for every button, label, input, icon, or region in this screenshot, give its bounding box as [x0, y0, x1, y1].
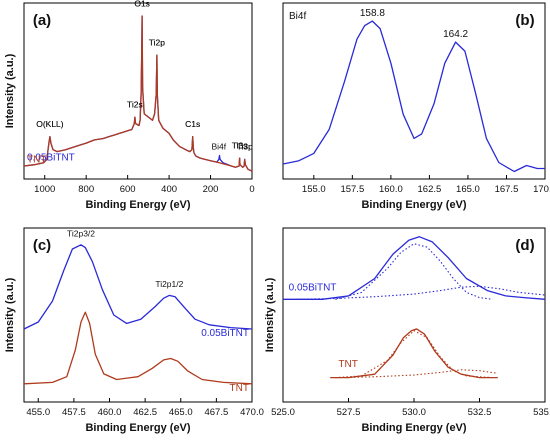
series-label: TNT: [27, 155, 46, 166]
panel-label: (c): [33, 237, 51, 254]
x-tick-label: 800: [78, 184, 94, 195]
series-label: 0.05BiTNT: [201, 328, 249, 339]
x-tick-label: 527.5: [337, 407, 361, 418]
x-axis-label: Binding Energy (eV): [85, 422, 190, 434]
x-tick-label: 1000: [34, 184, 55, 195]
x-tick-label: 530.0: [402, 407, 426, 418]
series-label: TNT: [338, 359, 357, 370]
x-tick-label: 400: [161, 184, 177, 195]
x-tick-label: 460.0: [98, 407, 122, 418]
series-line-0: [23, 244, 253, 330]
x-tick-label: 470.0: [240, 407, 264, 418]
x-tick-label: 167.5: [495, 184, 519, 195]
peak-annotation: Ti2s: [127, 99, 143, 109]
x-tick-label: 532.5: [468, 407, 492, 418]
series-line-0: [283, 236, 546, 300]
x-tick-label: 165.0: [456, 184, 480, 195]
plot-frame: [282, 227, 546, 403]
peak-annotation: Ti3p: [237, 142, 253, 152]
plot-frame: [282, 2, 546, 180]
x-tick-label: 535.0: [533, 407, 550, 418]
panel-c: 455.0 457.5 460.0 462.5 465.0 467.5 470.0 Bindi…: [4, 227, 264, 434]
peak-annotation: O(KLL): [36, 119, 64, 129]
x-tick-label: 162.5: [418, 184, 442, 195]
peak-annotation: Ti2p: [149, 37, 165, 47]
y-axis-label: Intensity (a.u.): [264, 277, 276, 352]
panel-label: (a): [33, 12, 51, 29]
x-tick-label: 600: [120, 184, 136, 195]
peak-annotation: Ti3s: [232, 140, 248, 150]
peak-annotation: Ti3s: [232, 140, 248, 150]
series-label: 0.05BiTNT: [289, 283, 337, 294]
x-tick-label: 462.5: [133, 407, 157, 418]
peak-annotation: Ti2p1/2: [155, 279, 183, 289]
panel-label: (b): [515, 12, 534, 29]
fit-curve-2: [335, 330, 493, 379]
peak-value-label: 158.8: [360, 8, 385, 19]
fit-curve-3: [335, 369, 498, 379]
x-axis-label: Binding Energy (eV): [361, 199, 466, 211]
peak-annotation: Ti2p: [149, 37, 165, 47]
x-tick-label: 155.0: [302, 184, 326, 195]
x-tick-label: 157.5: [340, 184, 364, 195]
panel-b: 155.0 157.5 160.0 162.5 165.0 167.5 170.0 Bindi…: [282, 2, 550, 211]
x-tick-label: 0: [249, 184, 254, 195]
fit-curve-0: [335, 243, 493, 300]
peak-annotation: O1s: [134, 0, 150, 8]
series-line-1: [23, 311, 253, 385]
x-tick-label: 455.0: [26, 407, 50, 418]
panel-d: 525.0 527.5 530.0 532.5 535.0 Binding Energy …: [264, 227, 550, 434]
series-label: TNT: [230, 383, 249, 394]
x-tick-label: 467.5: [204, 407, 228, 418]
peak-annotation: Ti2p3/2: [67, 228, 95, 238]
x-tick-label: 465.0: [169, 407, 193, 418]
panel-a: 1000 800 600 400 200 0 Binding Energy (eV) Inte…: [4, 0, 255, 211]
x-tick-label: 160.0: [379, 184, 403, 195]
peak-annotation: Ti2s: [127, 99, 143, 109]
y-axis-label: Intensity (a.u.): [4, 277, 16, 352]
panel-label: (d): [515, 237, 534, 254]
peak-value-label: 164.2: [443, 29, 468, 40]
x-tick-label: 457.5: [62, 407, 86, 418]
x-tick-label: 170.0: [533, 184, 550, 195]
x-tick-label: 525.0: [271, 407, 295, 418]
series-line-0: [282, 20, 545, 173]
x-tick-label: 200: [203, 184, 219, 195]
peak-annotation: C1s: [185, 119, 200, 129]
y-axis-label: Intensity (a.u.): [4, 53, 16, 128]
peak-annotation: Bi4f: [212, 142, 227, 152]
peak-annotation: Ti3p: [237, 142, 253, 152]
series-line-1: [23, 15, 253, 172]
plot-frame: [23, 227, 253, 403]
peak-annotation: O1s: [134, 0, 150, 8]
series-line-1: [330, 328, 498, 379]
x-axis-label: Binding Energy (eV): [361, 422, 466, 434]
x-axis-label: Binding Energy (eV): [85, 199, 190, 211]
panel-title: Bi4f: [289, 11, 306, 22]
plot-frame: [23, 2, 253, 180]
peak-annotation: O(KLL): [36, 119, 64, 129]
series-label: 0.05BiTNT: [27, 153, 75, 164]
peak-annotation: C1s: [185, 119, 200, 129]
